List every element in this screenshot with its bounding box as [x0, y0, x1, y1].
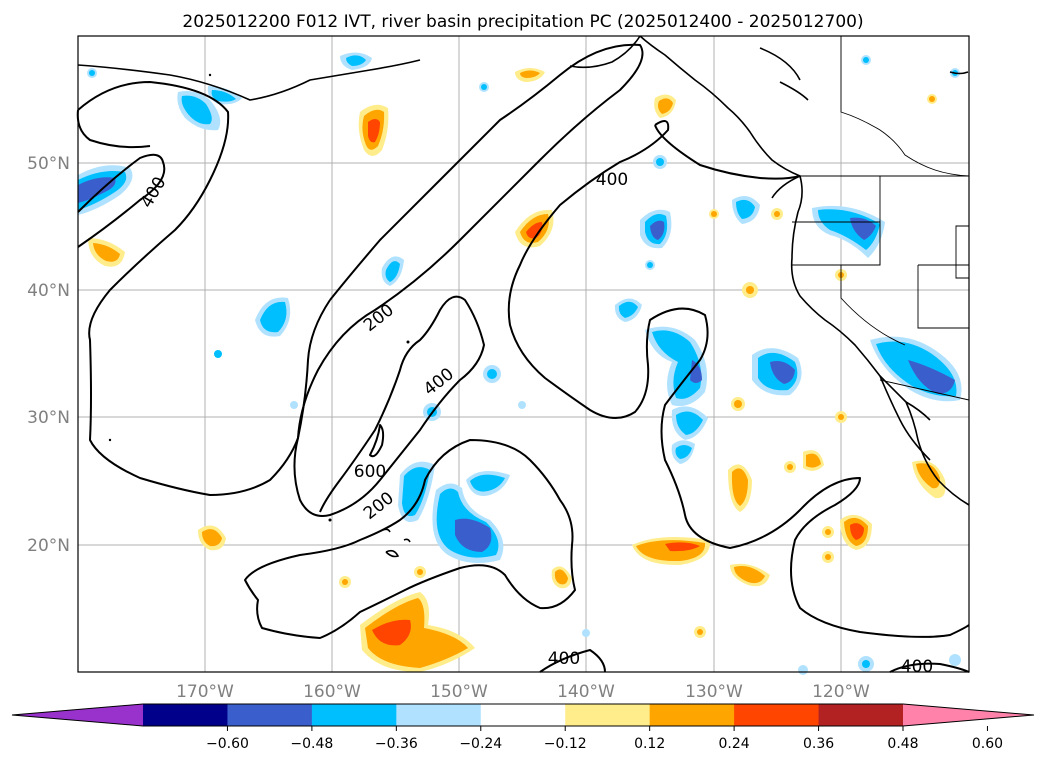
colorbar-tick-label: 0.12: [634, 736, 665, 752]
ivt-contour-200-south: [244, 439, 576, 639]
colorbar-tick-label: −0.36: [375, 736, 418, 752]
canada-alaska-border: [840, 36, 970, 177]
colorbar-extend-high: [903, 704, 1034, 726]
colorbar-outline: [11, 703, 1035, 727]
contour-label: 400: [901, 657, 933, 677]
lon-tick: 140°W: [557, 682, 615, 702]
lon-tick: 170°W: [176, 682, 234, 702]
lon-tick: 150°W: [430, 682, 488, 702]
colorbar-swatch: [649, 704, 735, 726]
colorbar-tick-label: 0.24: [719, 736, 750, 752]
graticule: [78, 36, 969, 672]
us-mexico-border: [879, 379, 970, 401]
colorbar-swatch: [396, 704, 482, 726]
colorbar-swatch: [565, 704, 651, 726]
lat-tick-labels: 50°N 40°N 30°N 20°N: [27, 154, 70, 556]
political-borders: [792, 36, 970, 401]
lat-tick: 50°N: [27, 154, 70, 174]
figure-title: 2025012200 F012 IVT, river basin precipi…: [182, 12, 863, 32]
lon-tick: 120°W: [812, 682, 870, 702]
lon-tick: 160°W: [303, 682, 361, 702]
colorbar-swatch: [480, 704, 566, 726]
contour-label: 400: [548, 649, 580, 669]
colorbar-swatch: [143, 704, 228, 726]
ivt-contour-400-east: [507, 120, 970, 638]
ivt-contour-600: [369, 424, 385, 458]
contour-label: 400: [596, 170, 628, 190]
coastlines: [77, 35, 970, 558]
state-borders: [879, 176, 970, 329]
colorbar-swatch: [311, 704, 397, 726]
colorbar-tick-label: −0.60: [206, 736, 249, 752]
colorbar-tick-label: −0.12: [544, 736, 587, 752]
lon-tick-labels: 170°W 160°W 150°W 140°W 130°W 120°W: [176, 682, 870, 702]
colorbar-swatch: [734, 704, 820, 726]
colorbar-tick-label: 0.48: [887, 736, 918, 752]
lat-tick: 40°N: [27, 281, 70, 301]
ivt-contours: [76, 43, 970, 673]
colorbar-swatch: [227, 704, 313, 726]
colorbar: −0.60 −0.48 −0.36 −0.24 −0.12 0.12 0.24 0.36 0.4…: [11, 703, 1035, 752]
lat-tick: 30°N: [27, 408, 70, 428]
ivt-contour-200-river: [293, 295, 485, 517]
colorbar-extend-low: [12, 704, 143, 726]
west-coast: [639, 35, 970, 506]
fill-region: [78, 177, 116, 203]
contour-label: 600: [354, 462, 386, 482]
colorbar-tick-label: 0.60: [972, 736, 1003, 752]
colorbar-tick-label: 0.36: [803, 736, 834, 752]
colorbar-tick-label: −0.24: [459, 736, 502, 752]
hawaii: [382, 528, 411, 558]
california-nevada-border: [840, 265, 906, 346]
ivt-contour-400-west: [77, 153, 166, 248]
lat-tick: 20°N: [27, 536, 70, 556]
map-frame: [77, 35, 970, 673]
precip-pc-fill: [78, 52, 962, 675]
colorbar-swatch: [818, 704, 904, 726]
lon-tick: 130°W: [685, 682, 743, 702]
colorbar-tick-label: −0.48: [290, 736, 333, 752]
aleutians: [77, 59, 421, 101]
